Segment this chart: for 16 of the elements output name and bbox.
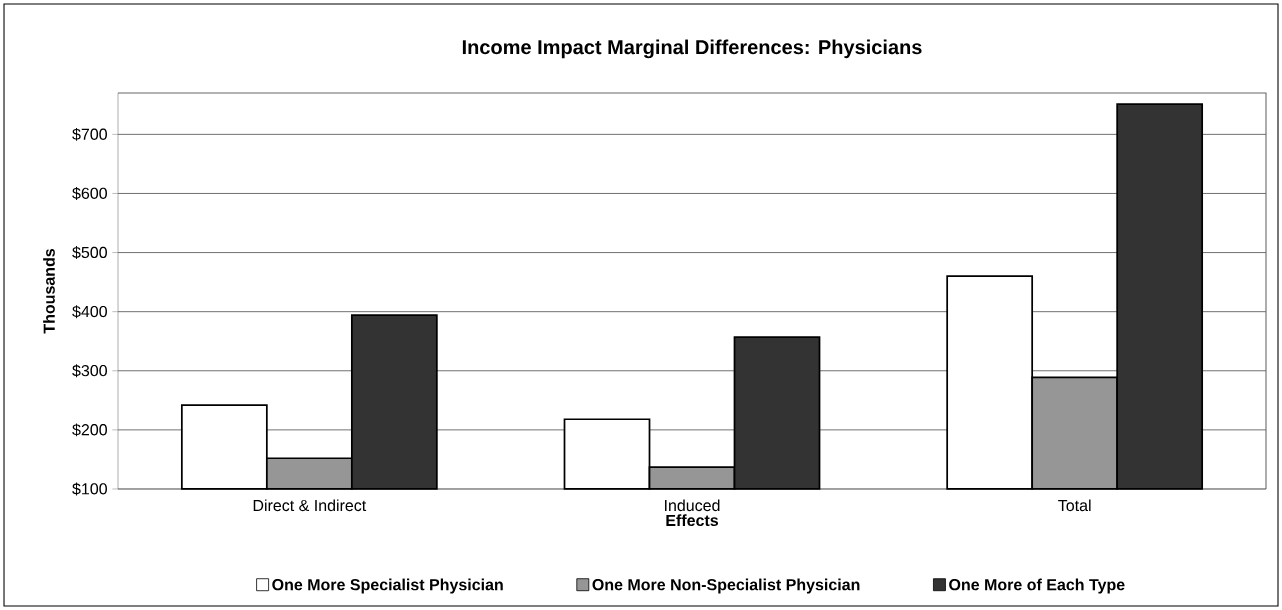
- x-axis-title: Effects: [666, 514, 719, 527]
- y-tick-label: $600: [72, 187, 107, 200]
- x-tick-label: Direct & Indirect: [253, 499, 367, 512]
- x-tick-label: Induced: [665, 499, 720, 512]
- y-tick-label: $700: [72, 127, 107, 141]
- legend-label: One More Non-Specialist Physician: [592, 578, 860, 594]
- y-axis-title: Thousands: [43, 248, 55, 334]
- y-tick-label: $300: [72, 364, 107, 378]
- chart-title: Income Impact Marginal Differences: Physicians: [462, 39, 922, 59]
- legend-label: One More Specialist Physician: [272, 578, 503, 594]
- y-tick-label: $500: [72, 246, 107, 260]
- x-tick-label: Total: [1058, 499, 1091, 512]
- y-tick-label: $200: [72, 423, 107, 437]
- y-tick-label: $100: [72, 482, 107, 496]
- legend-label: One More of Each Type: [949, 578, 1125, 594]
- y-tick-label: $400: [72, 305, 107, 319]
